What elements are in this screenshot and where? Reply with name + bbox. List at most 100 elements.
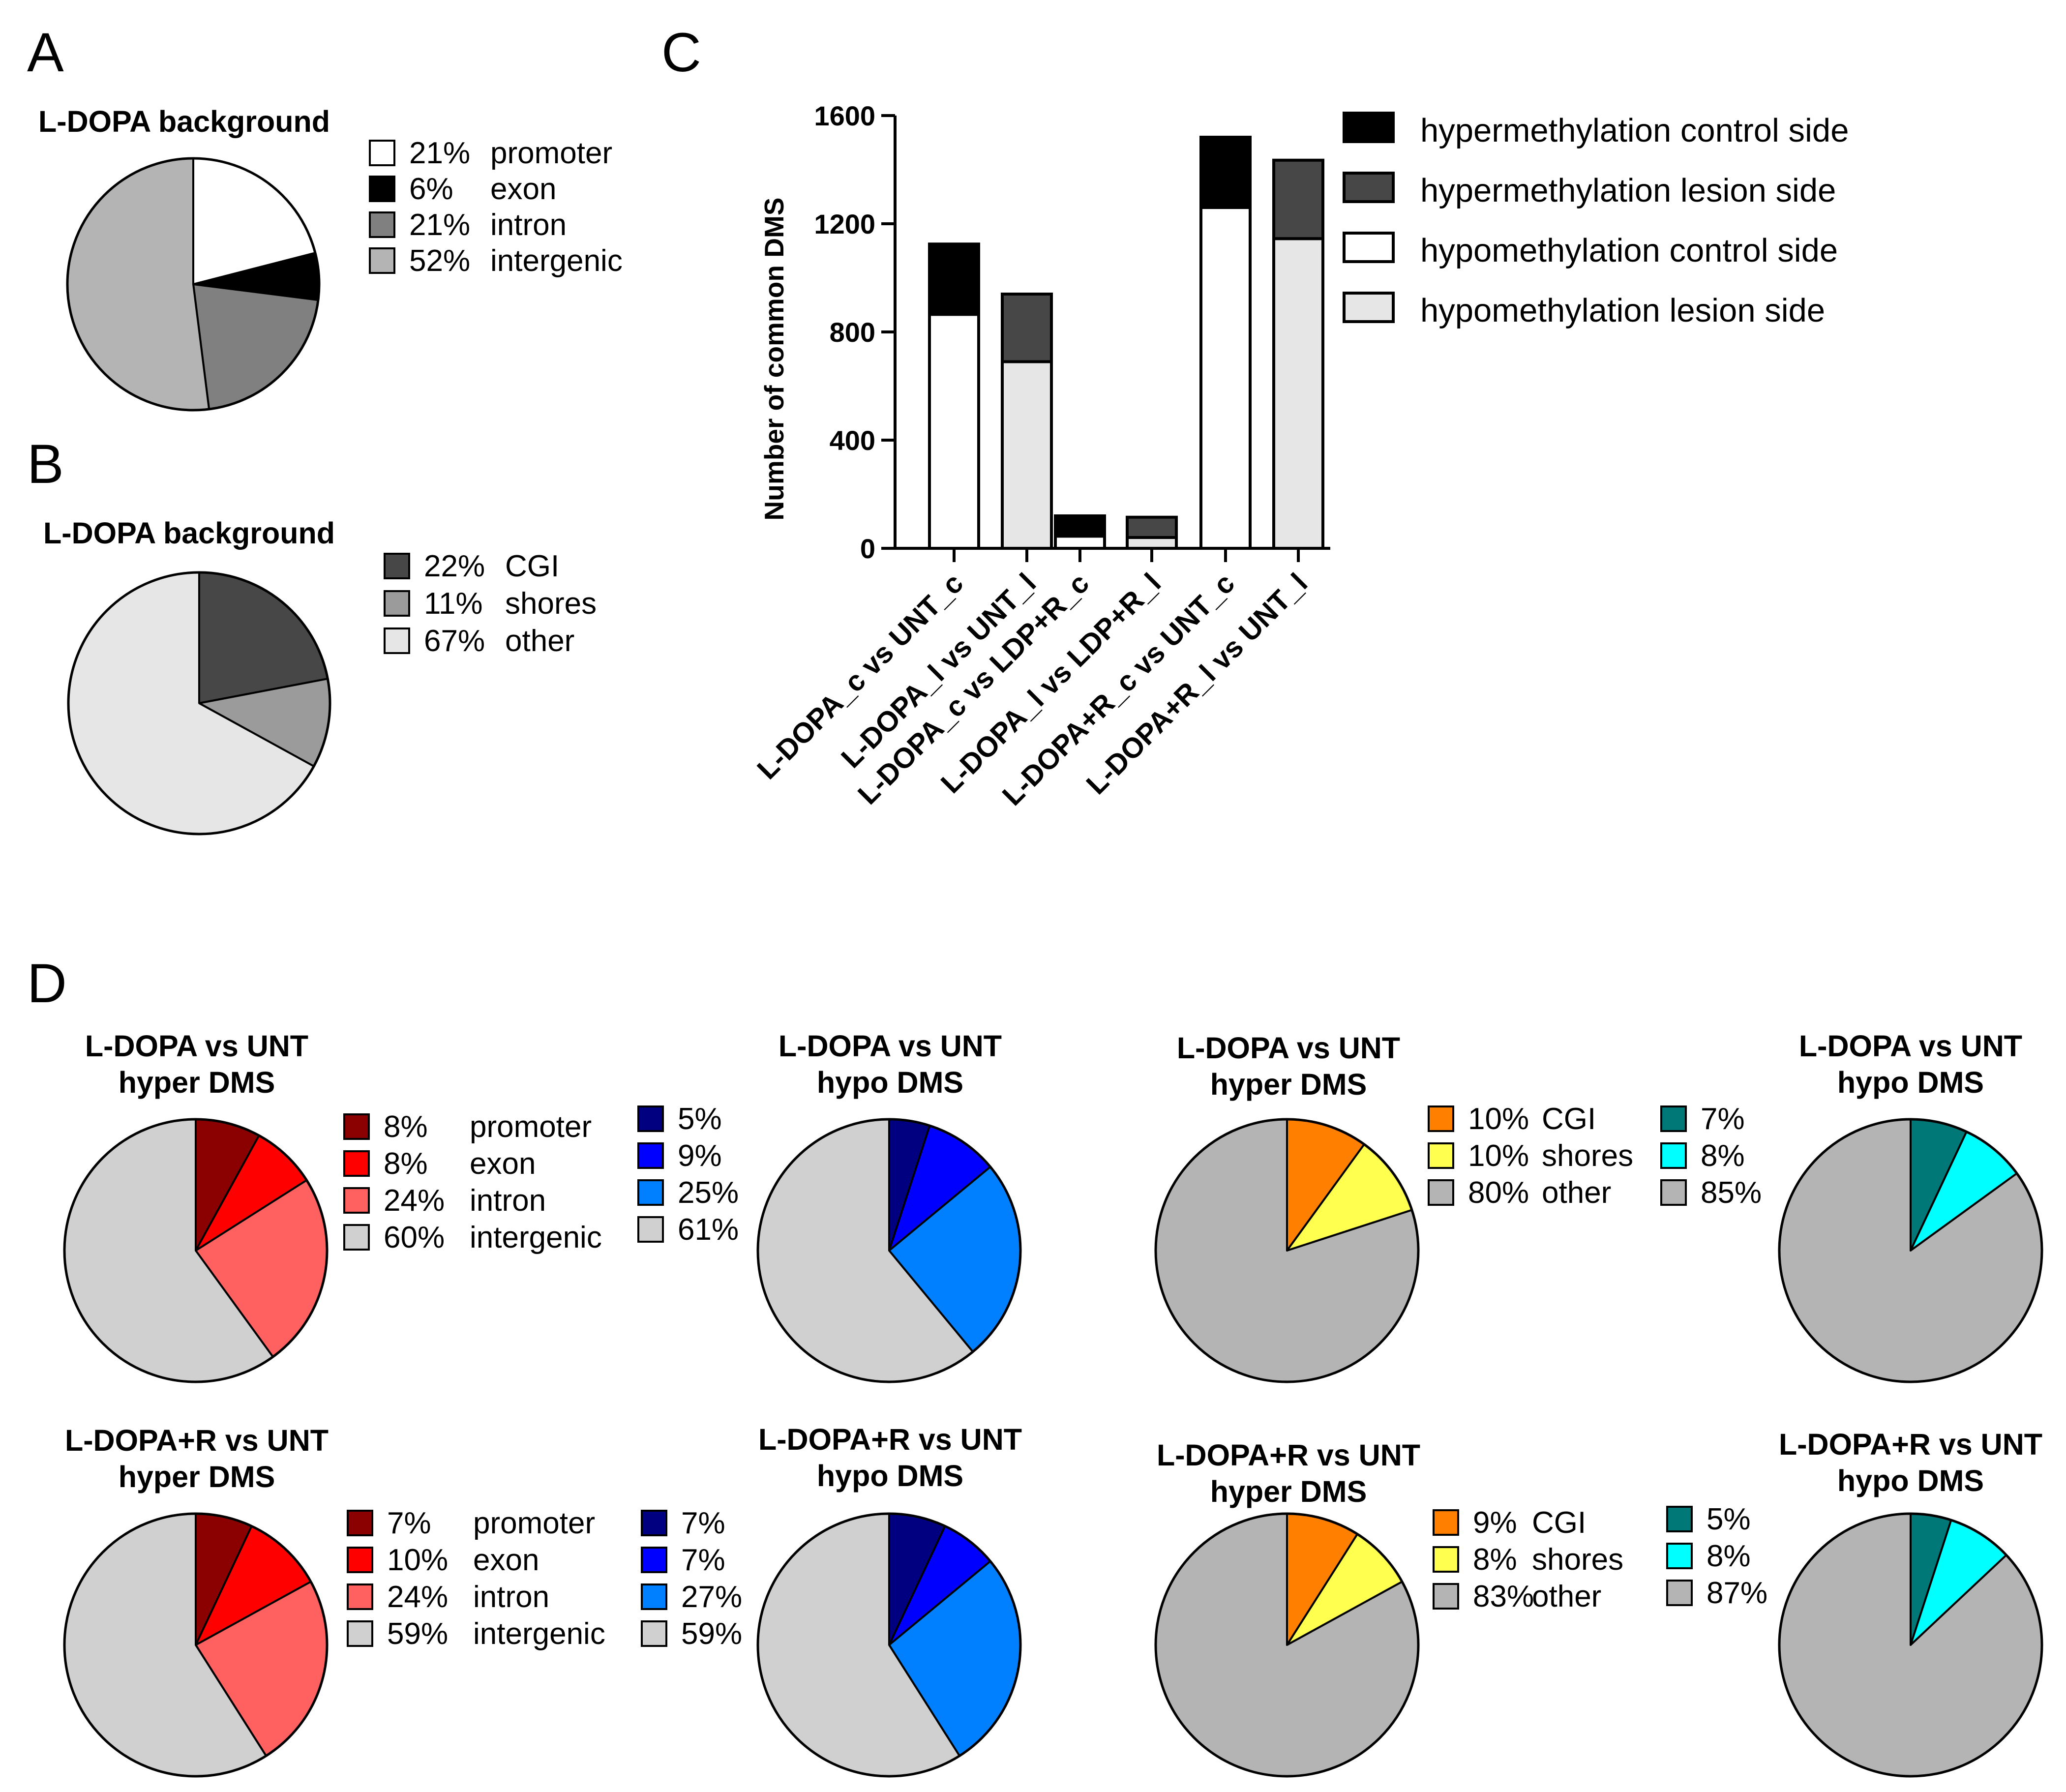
pie-title-line: L-DOPA vs UNT — [778, 1029, 1002, 1063]
legend-label: CGI — [1532, 1506, 1586, 1540]
legend-swatch — [384, 627, 410, 654]
bar-segment-lower — [1054, 535, 1106, 550]
legend-percent: 9% — [1473, 1506, 1517, 1540]
legend-swatch — [1433, 1509, 1459, 1536]
legend-label: exon — [490, 172, 556, 206]
legend-label: intergenic — [490, 244, 623, 278]
legend-label: hypermethylation lesion side — [1420, 172, 1836, 209]
legend-swatch — [1343, 232, 1395, 263]
legend-percent: 83% — [1473, 1580, 1534, 1613]
legend-label: intron — [470, 1184, 546, 1218]
legend-swatch — [1666, 1506, 1693, 1532]
legend-label: intergenic — [470, 1221, 602, 1254]
legend-swatch — [1666, 1543, 1693, 1569]
panel-letter-b: B — [27, 433, 64, 495]
y-tick-label: 0 — [860, 533, 875, 564]
legend-percent: 7% — [387, 1506, 431, 1540]
pie-title-line: L-DOPA+R vs UNT — [65, 1424, 329, 1457]
legend-label: exon — [470, 1147, 536, 1181]
pie-outline — [1154, 1118, 1420, 1383]
legend-swatch — [343, 1113, 370, 1140]
legend-label: promoter — [470, 1110, 592, 1144]
legend-label: CGI — [505, 549, 559, 583]
legend-swatch — [1660, 1179, 1687, 1206]
legend-swatch — [1660, 1142, 1687, 1169]
legend-swatch — [369, 176, 395, 202]
legend-percent: 11% — [424, 587, 483, 621]
legend-percent: 22% — [424, 549, 485, 583]
bar-segment-upper — [1054, 514, 1106, 538]
legend-swatch — [1428, 1105, 1454, 1132]
pie-title-line: L-DOPA+R vs UNT — [1779, 1428, 2042, 1461]
legend-percent: 25% — [678, 1176, 739, 1210]
legend-percent: 8% — [1473, 1543, 1517, 1577]
legend-swatch — [1428, 1142, 1454, 1169]
legend-percent: 5% — [1707, 1502, 1751, 1536]
bar-segment-upper — [1199, 136, 1252, 209]
legend-label: intron — [490, 208, 567, 242]
legend-label: shores — [1542, 1139, 1633, 1173]
legend-swatch — [641, 1510, 667, 1536]
y-axis-title: Number of common DMS — [759, 198, 789, 521]
pie-outline — [756, 1512, 1022, 1778]
pie-title-line: hyper DMS — [119, 1066, 275, 1099]
legend-percent: 21% — [409, 136, 470, 170]
legend-label: intergenic — [473, 1617, 605, 1651]
legend-swatch — [343, 1187, 370, 1214]
legend-percent: 60% — [384, 1221, 445, 1254]
panel-letter-a: A — [27, 22, 64, 83]
legend-percent: 24% — [384, 1184, 445, 1218]
legend-percent: 10% — [387, 1543, 448, 1577]
bar-segment-lower — [1199, 206, 1252, 550]
panel-letter-d: D — [27, 953, 67, 1014]
pie-title-line: L-DOPA vs UNT — [85, 1029, 308, 1063]
legend-label: hypermethylation control side — [1420, 112, 1849, 149]
pie-chart-a: L-DOPA background 21% promoter 6% exon 21% int… — [38, 105, 623, 412]
legend-swatch — [637, 1105, 664, 1132]
pie-outline — [1778, 1118, 2043, 1383]
pie-outline — [63, 1512, 329, 1778]
y-tick-label: 800 — [830, 317, 875, 348]
legend-swatch — [1666, 1580, 1693, 1606]
pie-title-line: hypo DMS — [1837, 1066, 1984, 1099]
legend-label: promoter — [490, 136, 612, 170]
bar-segment-upper — [1272, 158, 1324, 240]
legend-label: other — [505, 624, 574, 658]
legend-swatch — [1433, 1583, 1459, 1610]
legend-percent: 9% — [678, 1139, 722, 1173]
pie-title-line: L-DOPA+R vs UNT — [1157, 1438, 1420, 1472]
legend-swatch — [369, 211, 395, 238]
pie-title-line: hyper DMS — [1210, 1475, 1367, 1508]
pie-chart-b: L-DOPA background 22% CGI 11% shores 67% other — [43, 516, 597, 836]
y-tick-label: 1600 — [814, 100, 875, 131]
bar-segment-lower — [1272, 237, 1324, 550]
legend-swatch — [347, 1583, 373, 1610]
legend-label: shores — [1532, 1543, 1623, 1577]
legend-swatch — [637, 1142, 664, 1169]
legend-swatch — [1433, 1546, 1459, 1573]
legend-percent: 5% — [678, 1102, 722, 1136]
legend-swatch — [641, 1583, 667, 1610]
pie-outline — [1154, 1512, 1420, 1778]
legend-percent: 59% — [387, 1617, 448, 1651]
pie-title-line: L-DOPA+R vs UNT — [758, 1423, 1022, 1456]
legend-swatch — [1428, 1179, 1454, 1206]
legend-swatch — [369, 247, 395, 274]
pie-title-line: hypo DMS — [817, 1066, 963, 1099]
bar-segment-upper — [928, 242, 980, 316]
legend-percent: 24% — [387, 1580, 448, 1614]
legend-swatch — [1343, 112, 1395, 143]
pie-title-line: hypo DMS — [1837, 1464, 1984, 1497]
legend-percent: 59% — [681, 1617, 742, 1651]
pie-title-line: hyper DMS — [1210, 1068, 1367, 1101]
legend-percent: 10% — [1468, 1102, 1529, 1136]
legend-label: other — [1542, 1176, 1611, 1210]
legend-label: other — [1532, 1580, 1601, 1613]
